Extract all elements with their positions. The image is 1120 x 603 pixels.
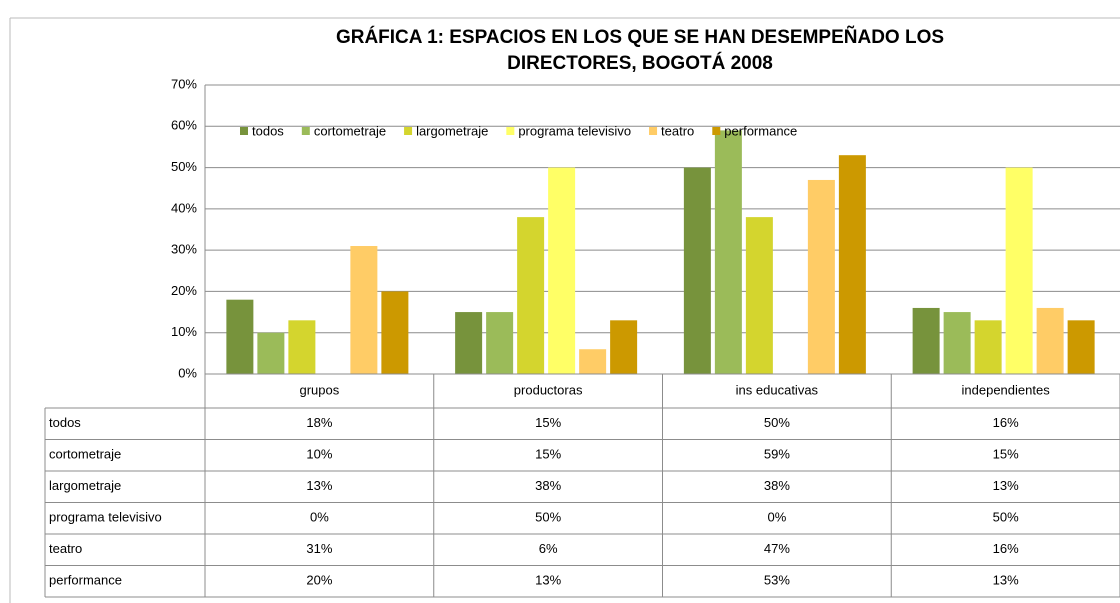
table-cell: 50% <box>764 415 790 430</box>
bar <box>943 312 971 374</box>
table-cell: 18% <box>306 415 332 430</box>
table-row-label: todos <box>49 415 81 430</box>
y-tick-label: 0% <box>178 365 197 380</box>
table-cell: 13% <box>993 573 1019 588</box>
legend-swatch <box>404 127 413 135</box>
legend-swatch <box>712 127 721 135</box>
table-cell: 0% <box>310 510 329 525</box>
y-tick-label: 40% <box>171 200 197 215</box>
chart-title: DIRECTORES, BOGOTÁ 2008 <box>507 52 773 74</box>
bar <box>610 320 638 374</box>
legend-swatch <box>649 127 658 135</box>
bar <box>1005 167 1033 374</box>
bar <box>912 307 940 374</box>
table-cell: 59% <box>764 447 790 462</box>
legend-label: todos <box>252 123 284 138</box>
legend-label: largometraje <box>416 123 488 138</box>
table-row-label: teatro <box>49 541 82 556</box>
bar <box>1067 320 1095 374</box>
x-tick-label: independientes <box>962 382 1051 397</box>
y-tick-label: 20% <box>171 283 197 298</box>
table-cell: 20% <box>306 573 332 588</box>
table-cell: 31% <box>306 541 332 556</box>
table-cell: 10% <box>306 447 332 462</box>
legend-label: cortometraje <box>314 123 386 138</box>
table-cell: 0% <box>767 510 786 525</box>
table-cell: 15% <box>993 447 1019 462</box>
bar <box>381 291 409 374</box>
table-row-label: programa televisivo <box>49 510 162 525</box>
bar <box>486 312 514 374</box>
legend-swatch <box>240 127 248 135</box>
table-cell: 13% <box>993 478 1019 493</box>
table-cell: 13% <box>306 478 332 493</box>
legend-swatch <box>301 127 310 135</box>
table-cell: 50% <box>535 510 561 525</box>
y-tick-label: 50% <box>171 159 197 174</box>
bar <box>838 155 866 374</box>
bar <box>350 246 378 374</box>
legend-swatch <box>506 127 515 135</box>
table-cell: 13% <box>535 573 561 588</box>
bar <box>257 332 285 374</box>
bar <box>548 167 576 374</box>
bar <box>579 349 607 374</box>
legend-label: programa televisivo <box>518 123 631 138</box>
table-cell: 6% <box>539 541 558 556</box>
bar <box>226 299 254 374</box>
legend-label: teatro <box>661 123 694 138</box>
x-tick-label: ins educativas <box>736 382 819 397</box>
table-cell: 15% <box>535 447 561 462</box>
x-tick-label: grupos <box>300 382 340 397</box>
y-tick-label: 30% <box>171 242 197 257</box>
table-row-label: largometraje <box>49 478 121 493</box>
table-cell: 50% <box>993 510 1019 525</box>
bar <box>288 320 316 374</box>
table-cell: 15% <box>535 415 561 430</box>
table-row-label: cortometraje <box>49 447 121 462</box>
bar <box>745 217 773 374</box>
chart-title: GRÁFICA 1: ESPACIOS EN LOS QUE SE HAN DE… <box>336 26 944 48</box>
table-cell: 38% <box>764 478 790 493</box>
table-cell: 16% <box>993 415 1019 430</box>
bar <box>807 179 835 374</box>
bar <box>455 312 483 374</box>
y-tick-label: 60% <box>171 118 197 133</box>
y-tick-label: 10% <box>171 324 197 339</box>
table-row-label: performance <box>49 573 122 588</box>
table-cell: 53% <box>764 573 790 588</box>
bar <box>1036 307 1064 374</box>
legend-label: performance <box>724 123 797 138</box>
table-cell: 38% <box>535 478 561 493</box>
bar <box>974 320 1002 374</box>
table-cell: 16% <box>993 541 1019 556</box>
x-tick-label: productoras <box>514 382 583 397</box>
table-cell: 47% <box>764 541 790 556</box>
bar <box>683 167 711 374</box>
bar <box>517 217 545 374</box>
bar <box>714 130 742 374</box>
y-tick-label: 70% <box>171 76 197 91</box>
